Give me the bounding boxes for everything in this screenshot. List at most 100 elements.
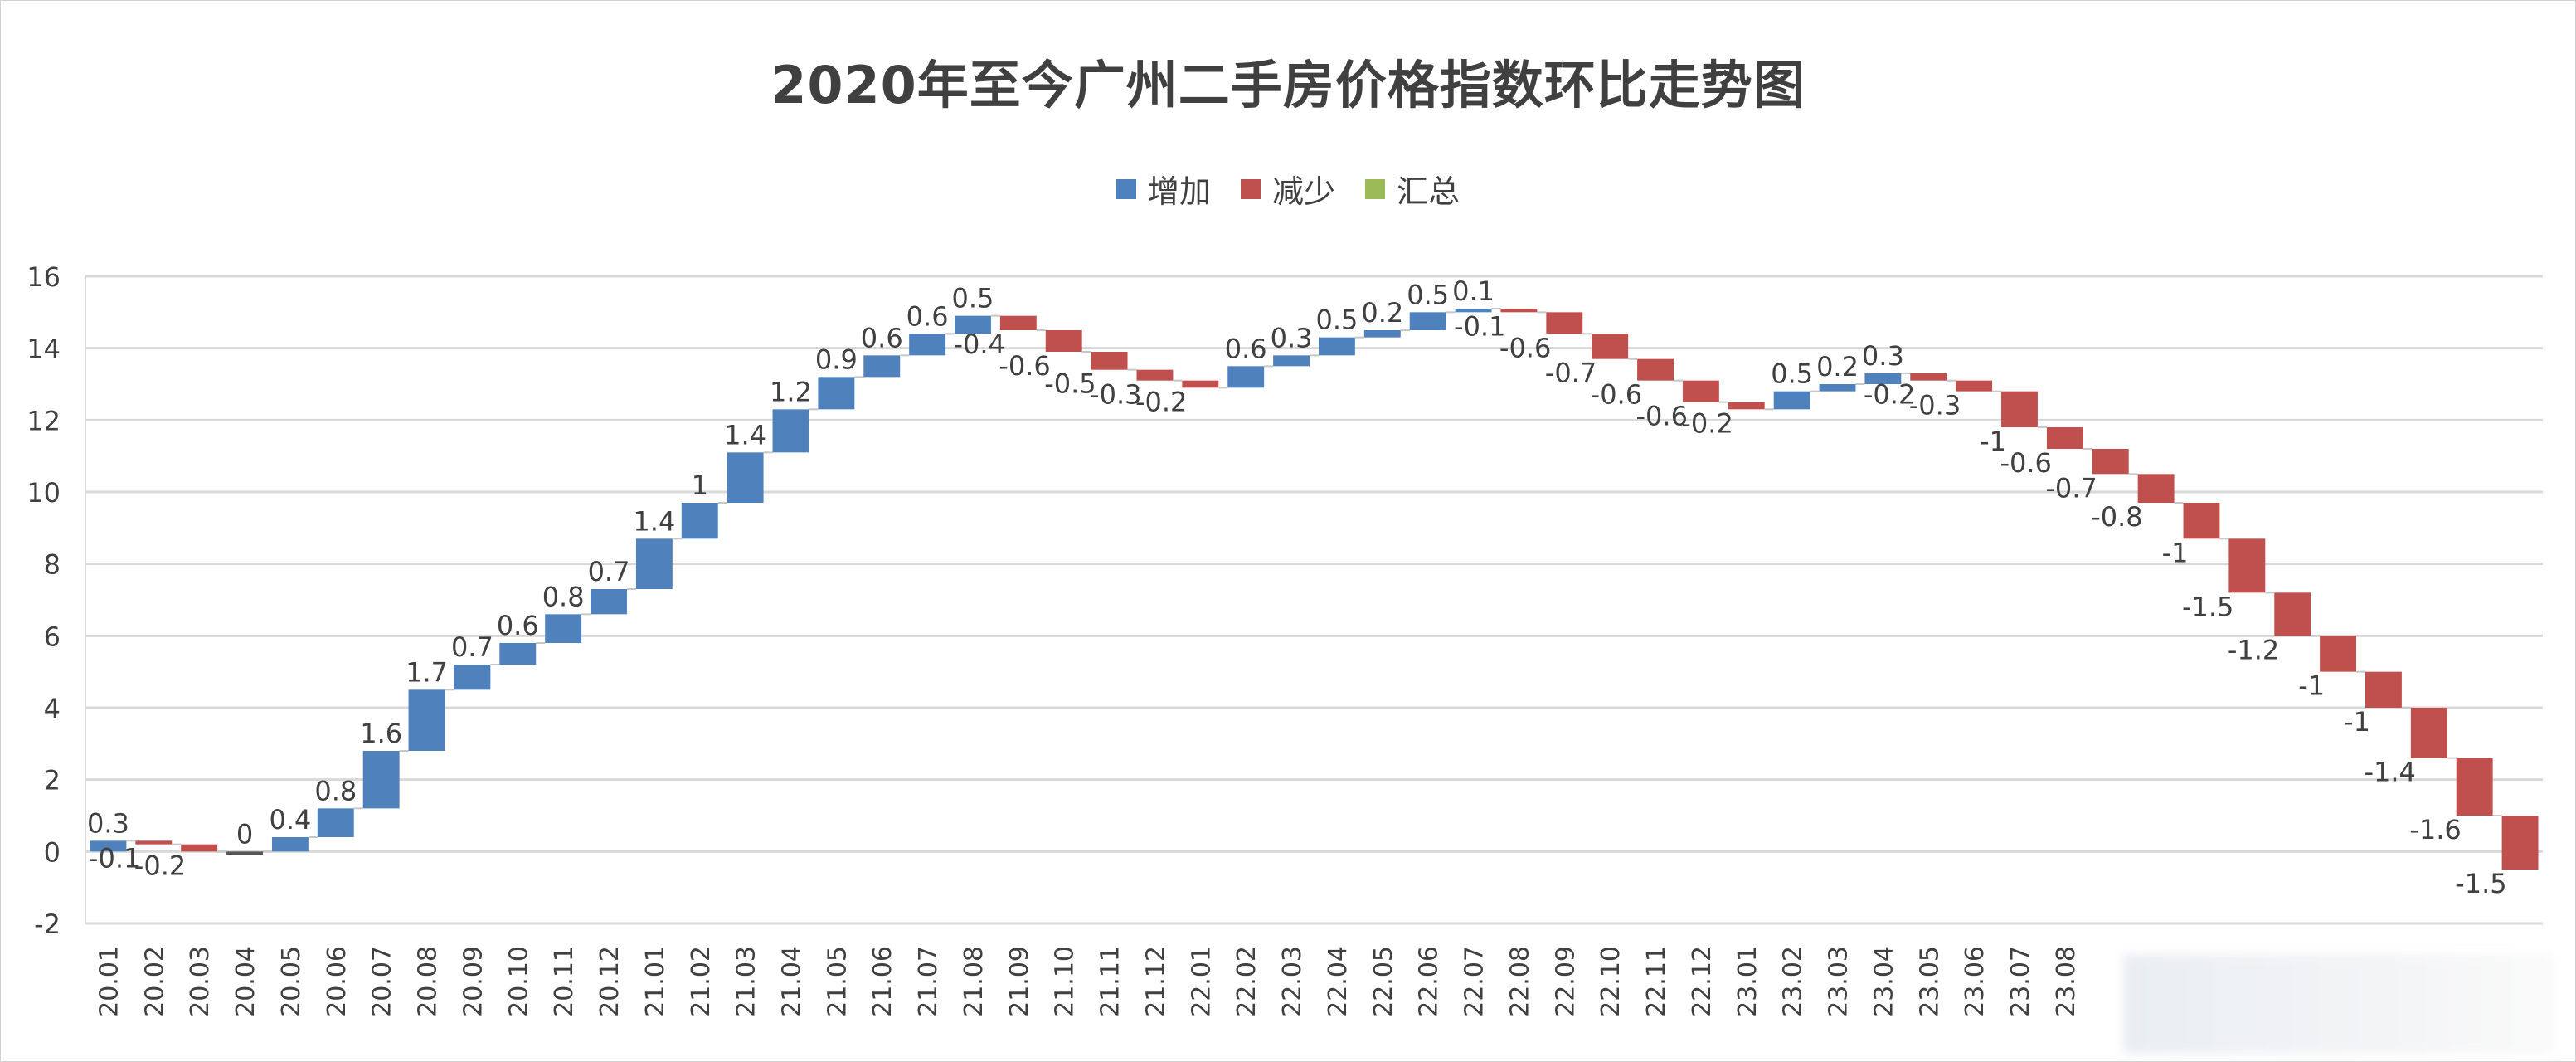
bar (2137, 474, 2175, 503)
y-tick-label: 4 (44, 693, 61, 724)
bar (1956, 380, 1993, 392)
x-tick-label: 21.12 (1141, 946, 1170, 1017)
bar (499, 643, 537, 665)
data-label: -1.5 (2455, 868, 2506, 899)
x-tick-label: 23.02 (1779, 946, 1808, 1017)
x-tick-label: 22.03 (1278, 946, 1307, 1017)
data-label: 0.5 (1771, 358, 1813, 390)
bar (1592, 334, 1629, 359)
data-label: -0.5 (1044, 368, 1096, 400)
bar (454, 665, 491, 690)
bar (2320, 636, 2357, 672)
x-tick-label: 22.02 (1232, 946, 1261, 1017)
blurred-axis-labels (2123, 954, 2554, 1054)
data-label: 0.1 (1452, 275, 1495, 307)
data-label: 0 (236, 818, 253, 850)
data-label: 1.4 (724, 419, 766, 451)
data-label: -0.6 (1591, 379, 1642, 411)
bar (1455, 309, 1492, 313)
x-tick-label: 22.04 (1324, 946, 1353, 1017)
data-label: -0.6 (999, 350, 1050, 382)
bar (545, 614, 582, 643)
bar (135, 840, 173, 845)
bar (1728, 402, 1765, 410)
x-tick-label: 21.07 (914, 946, 943, 1017)
x-tick-label: 21.04 (777, 946, 806, 1017)
bar (2046, 427, 2083, 449)
bar (999, 315, 1037, 330)
data-label: -1.2 (2228, 634, 2279, 665)
data-label: 0.3 (87, 807, 129, 839)
bar (1864, 373, 1902, 384)
x-tick-label: 21.01 (641, 946, 670, 1017)
data-label: -0.2 (1864, 379, 1915, 411)
bar (317, 808, 354, 837)
bar (1910, 373, 1947, 381)
data-label: 0.5 (1407, 279, 1449, 310)
data-label: 0.6 (1225, 333, 1267, 364)
data-label: -1 (2298, 670, 2325, 702)
data-label: 0.7 (451, 631, 493, 663)
bar (2183, 503, 2220, 539)
bar (181, 844, 218, 852)
data-label: 1.4 (633, 505, 675, 537)
x-tick-label: 21.05 (823, 946, 852, 1017)
legend-swatch-increase (1115, 178, 1136, 199)
data-label: 1.2 (770, 376, 812, 407)
data-label: -0.3 (1909, 390, 1961, 421)
legend-swatch-total (1365, 178, 1385, 199)
bar (1182, 380, 1219, 388)
data-label: 0.6 (906, 300, 949, 332)
y-tick-label: 10 (27, 477, 61, 509)
x-tick-label: 23.08 (2052, 946, 2081, 1017)
data-label: 0.2 (1816, 351, 1859, 382)
legend-label-decrease: 减少 (1271, 173, 1335, 210)
x-tick-label: 21.03 (732, 946, 761, 1017)
bar (1500, 309, 1538, 313)
data-label: -0.8 (2091, 501, 2142, 533)
x-tick-label: 22.05 (1369, 946, 1398, 1017)
x-tick-label: 21.06 (868, 946, 897, 1017)
data-label: -0.4 (953, 329, 1004, 360)
x-tick-label: 22.06 (1415, 946, 1444, 1017)
bar (1409, 312, 1446, 330)
x-tick-label: 23.07 (2006, 946, 2035, 1017)
data-label: -1 (2344, 706, 2370, 738)
x-tick-label: 20.06 (323, 946, 352, 1017)
data-label: 0.8 (314, 775, 357, 806)
x-tick-label: 20.01 (95, 946, 124, 1017)
bar (271, 837, 309, 852)
bar (635, 538, 673, 589)
data-label: -0.6 (1636, 401, 1688, 432)
chart-title: 2020年至今广州二手房价格指数环比走势图 (770, 55, 1806, 115)
x-tick-label: 20.02 (140, 946, 169, 1017)
bar (1273, 355, 1310, 367)
bar (408, 689, 445, 751)
bar (1045, 330, 1082, 352)
data-label: -0.1 (89, 843, 140, 874)
data-label: 1 (692, 470, 708, 501)
y-tick-label: 12 (27, 405, 61, 436)
data-label: -0.7 (2045, 472, 2097, 504)
bar (2456, 758, 2493, 816)
x-tick-label: 20.07 (368, 946, 397, 1017)
x-tick-label: 21.02 (687, 946, 716, 1017)
x-tick-label: 20.09 (459, 946, 488, 1017)
bar (226, 851, 263, 855)
bar (1363, 330, 1401, 338)
bar (1227, 366, 1265, 388)
x-tick-label: 22.01 (1187, 946, 1216, 1017)
data-label: -0.6 (1499, 332, 1551, 363)
data-label: 0.2 (1361, 297, 1403, 329)
x-tick-label: 21.09 (1005, 946, 1034, 1017)
data-label: 0.8 (542, 581, 585, 612)
x-tick-label: 20.12 (595, 946, 625, 1017)
bar (1136, 369, 1174, 381)
x-tick-label: 22.12 (1688, 946, 1717, 1017)
bar (863, 355, 901, 378)
bar (2001, 391, 2038, 427)
data-label: -1.6 (2409, 814, 2461, 845)
x-tick-label: 20.03 (186, 946, 215, 1017)
bar (1546, 312, 1583, 334)
